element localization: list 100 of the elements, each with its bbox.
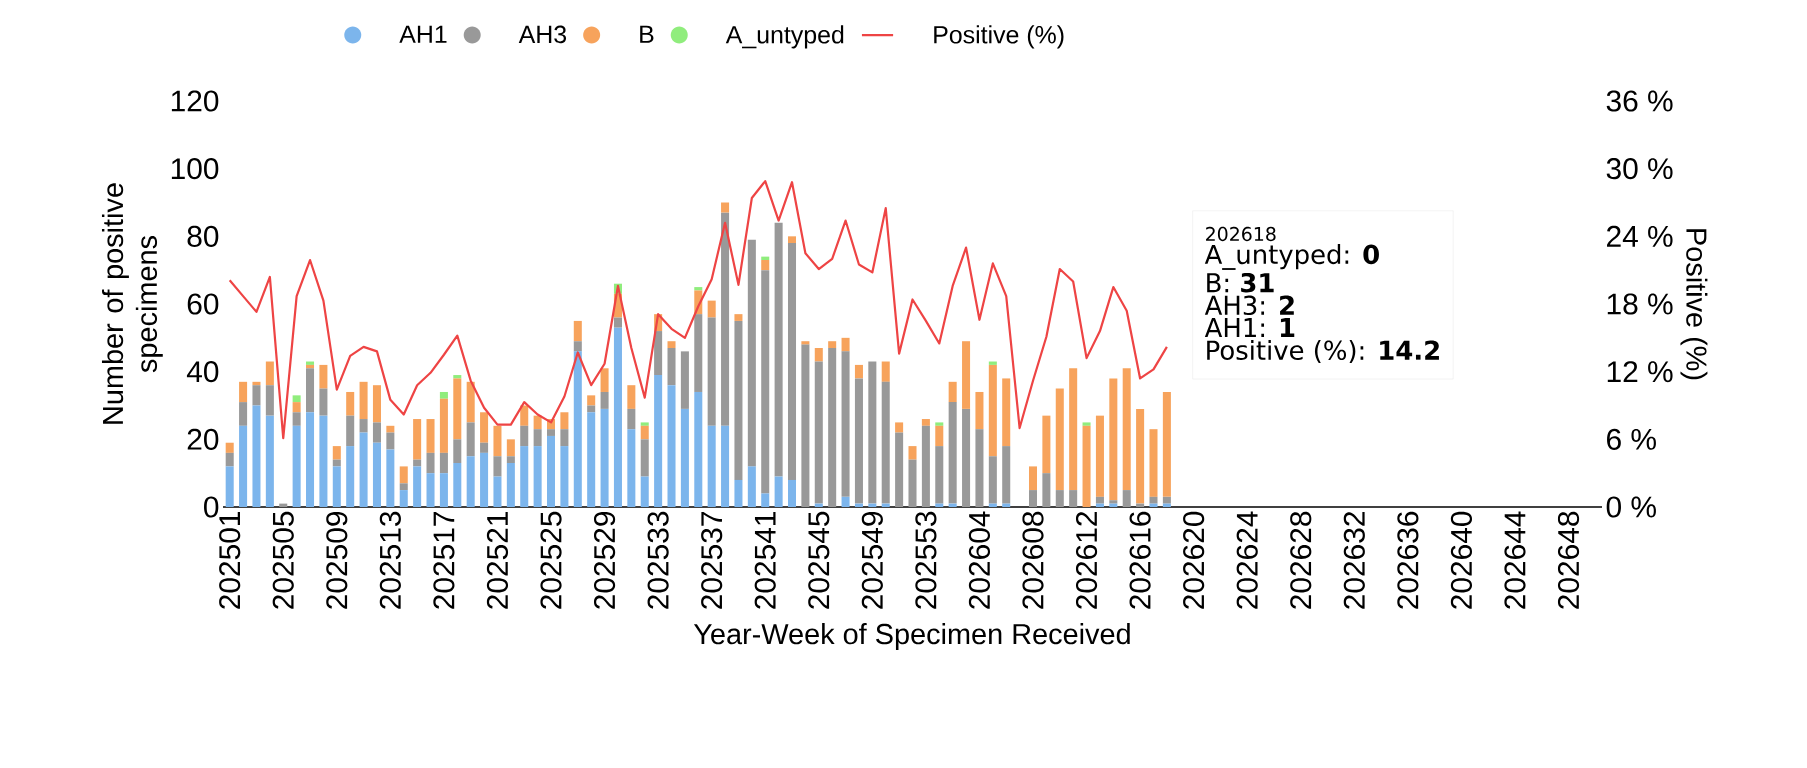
bar bbox=[1069, 490, 1078, 507]
bar bbox=[520, 425, 529, 447]
bar bbox=[841, 337, 850, 352]
bar bbox=[493, 456, 502, 477]
annotation: 202618 bbox=[1206, 226, 1276, 242]
bar bbox=[399, 483, 408, 491]
y-tick-label: 40 bbox=[186, 361, 219, 383]
bar bbox=[1028, 466, 1038, 491]
bar bbox=[573, 320, 582, 342]
bar bbox=[895, 422, 904, 433]
annotation: Positive (%): 14.2 bbox=[1207, 339, 1439, 364]
bar bbox=[359, 419, 368, 433]
bar bbox=[761, 493, 770, 507]
y2-axis-title: Positive (%) bbox=[1680, 229, 1708, 380]
bar bbox=[801, 341, 810, 345]
bar bbox=[774, 222, 783, 477]
bar bbox=[1149, 429, 1158, 497]
x-tick-label: 202553 bbox=[915, 511, 937, 609]
bar bbox=[707, 300, 716, 318]
bar bbox=[787, 243, 797, 480]
bar bbox=[640, 422, 649, 426]
x-tick-label: 202624 bbox=[1236, 511, 1258, 609]
bar bbox=[1162, 391, 1171, 497]
bar bbox=[372, 442, 381, 507]
y-axis-title: Number of positive specimens bbox=[101, 183, 163, 424]
bar bbox=[265, 361, 274, 386]
bar bbox=[239, 381, 248, 403]
bar bbox=[386, 425, 395, 433]
bar bbox=[439, 391, 448, 399]
y-tick-label: 80 bbox=[187, 225, 219, 247]
x-tick-label: 202640 bbox=[1450, 511, 1473, 609]
x-tick-label: 202501 bbox=[219, 511, 241, 609]
bar bbox=[225, 442, 234, 453]
bar bbox=[587, 395, 596, 406]
bar bbox=[346, 446, 355, 507]
bar bbox=[881, 361, 890, 382]
bar bbox=[1162, 496, 1171, 504]
bar bbox=[292, 395, 301, 403]
bar bbox=[225, 466, 234, 507]
bar bbox=[386, 432, 395, 450]
bar bbox=[319, 415, 328, 507]
bar bbox=[386, 449, 395, 507]
bar bbox=[908, 446, 917, 460]
x-axis-title: Year-Week of Specimen Received bbox=[693, 623, 1130, 651]
legend-label: B bbox=[640, 25, 654, 43]
y-tick-label: 20 bbox=[187, 428, 219, 450]
bar bbox=[426, 419, 435, 453]
bar bbox=[761, 260, 770, 271]
x-tick-label: 202628 bbox=[1290, 511, 1312, 609]
bar bbox=[935, 446, 944, 504]
bar bbox=[734, 479, 743, 507]
bar bbox=[306, 368, 315, 413]
x-tick-label: 202616 bbox=[1129, 511, 1151, 609]
bar bbox=[493, 425, 502, 457]
bar bbox=[560, 412, 569, 430]
x-tick-label: 202612 bbox=[1075, 512, 1098, 609]
bar bbox=[627, 385, 636, 409]
x-tick-label: 202545 bbox=[808, 511, 830, 609]
bar bbox=[694, 314, 703, 392]
bar bbox=[667, 347, 676, 386]
bar bbox=[225, 452, 234, 467]
x-tick-label: 202521 bbox=[486, 511, 509, 609]
bar bbox=[908, 459, 917, 507]
legend-label: AH3 bbox=[518, 25, 567, 44]
x-tick-label: 202525 bbox=[540, 511, 562, 609]
bar bbox=[814, 347, 823, 362]
bar bbox=[359, 381, 368, 420]
x-tick-label: 202549 bbox=[861, 511, 883, 609]
bar bbox=[654, 375, 663, 507]
y-tick-label: 100 bbox=[171, 158, 219, 180]
bar bbox=[1149, 496, 1158, 504]
bar bbox=[520, 446, 529, 507]
bar bbox=[413, 419, 422, 460]
bar bbox=[372, 422, 381, 443]
bar bbox=[239, 425, 248, 507]
x-tick-label: 202513 bbox=[379, 511, 401, 609]
bar bbox=[868, 361, 877, 504]
bar bbox=[1149, 503, 1158, 507]
bar bbox=[466, 456, 475, 507]
y-tick-label: 60 bbox=[187, 293, 219, 315]
y2-tick-label: 6 % bbox=[1607, 428, 1656, 450]
bar bbox=[667, 385, 676, 507]
bar bbox=[1069, 368, 1078, 491]
y2-tick-label: 36 % bbox=[1606, 90, 1673, 112]
bar bbox=[1122, 368, 1131, 491]
bar bbox=[1002, 378, 1011, 447]
bar bbox=[587, 412, 596, 507]
bar bbox=[921, 419, 930, 426]
bar bbox=[453, 463, 462, 507]
bar bbox=[613, 317, 622, 328]
bar bbox=[533, 429, 542, 447]
x-tick-label: 202533 bbox=[647, 511, 669, 609]
bar bbox=[453, 439, 462, 464]
y-tick-label: 120 bbox=[171, 90, 219, 112]
bar bbox=[372, 385, 381, 423]
bar bbox=[828, 347, 837, 507]
y-tick-label: 0 bbox=[204, 496, 219, 518]
bar bbox=[399, 490, 408, 507]
bar bbox=[265, 385, 274, 416]
bar bbox=[935, 425, 944, 447]
